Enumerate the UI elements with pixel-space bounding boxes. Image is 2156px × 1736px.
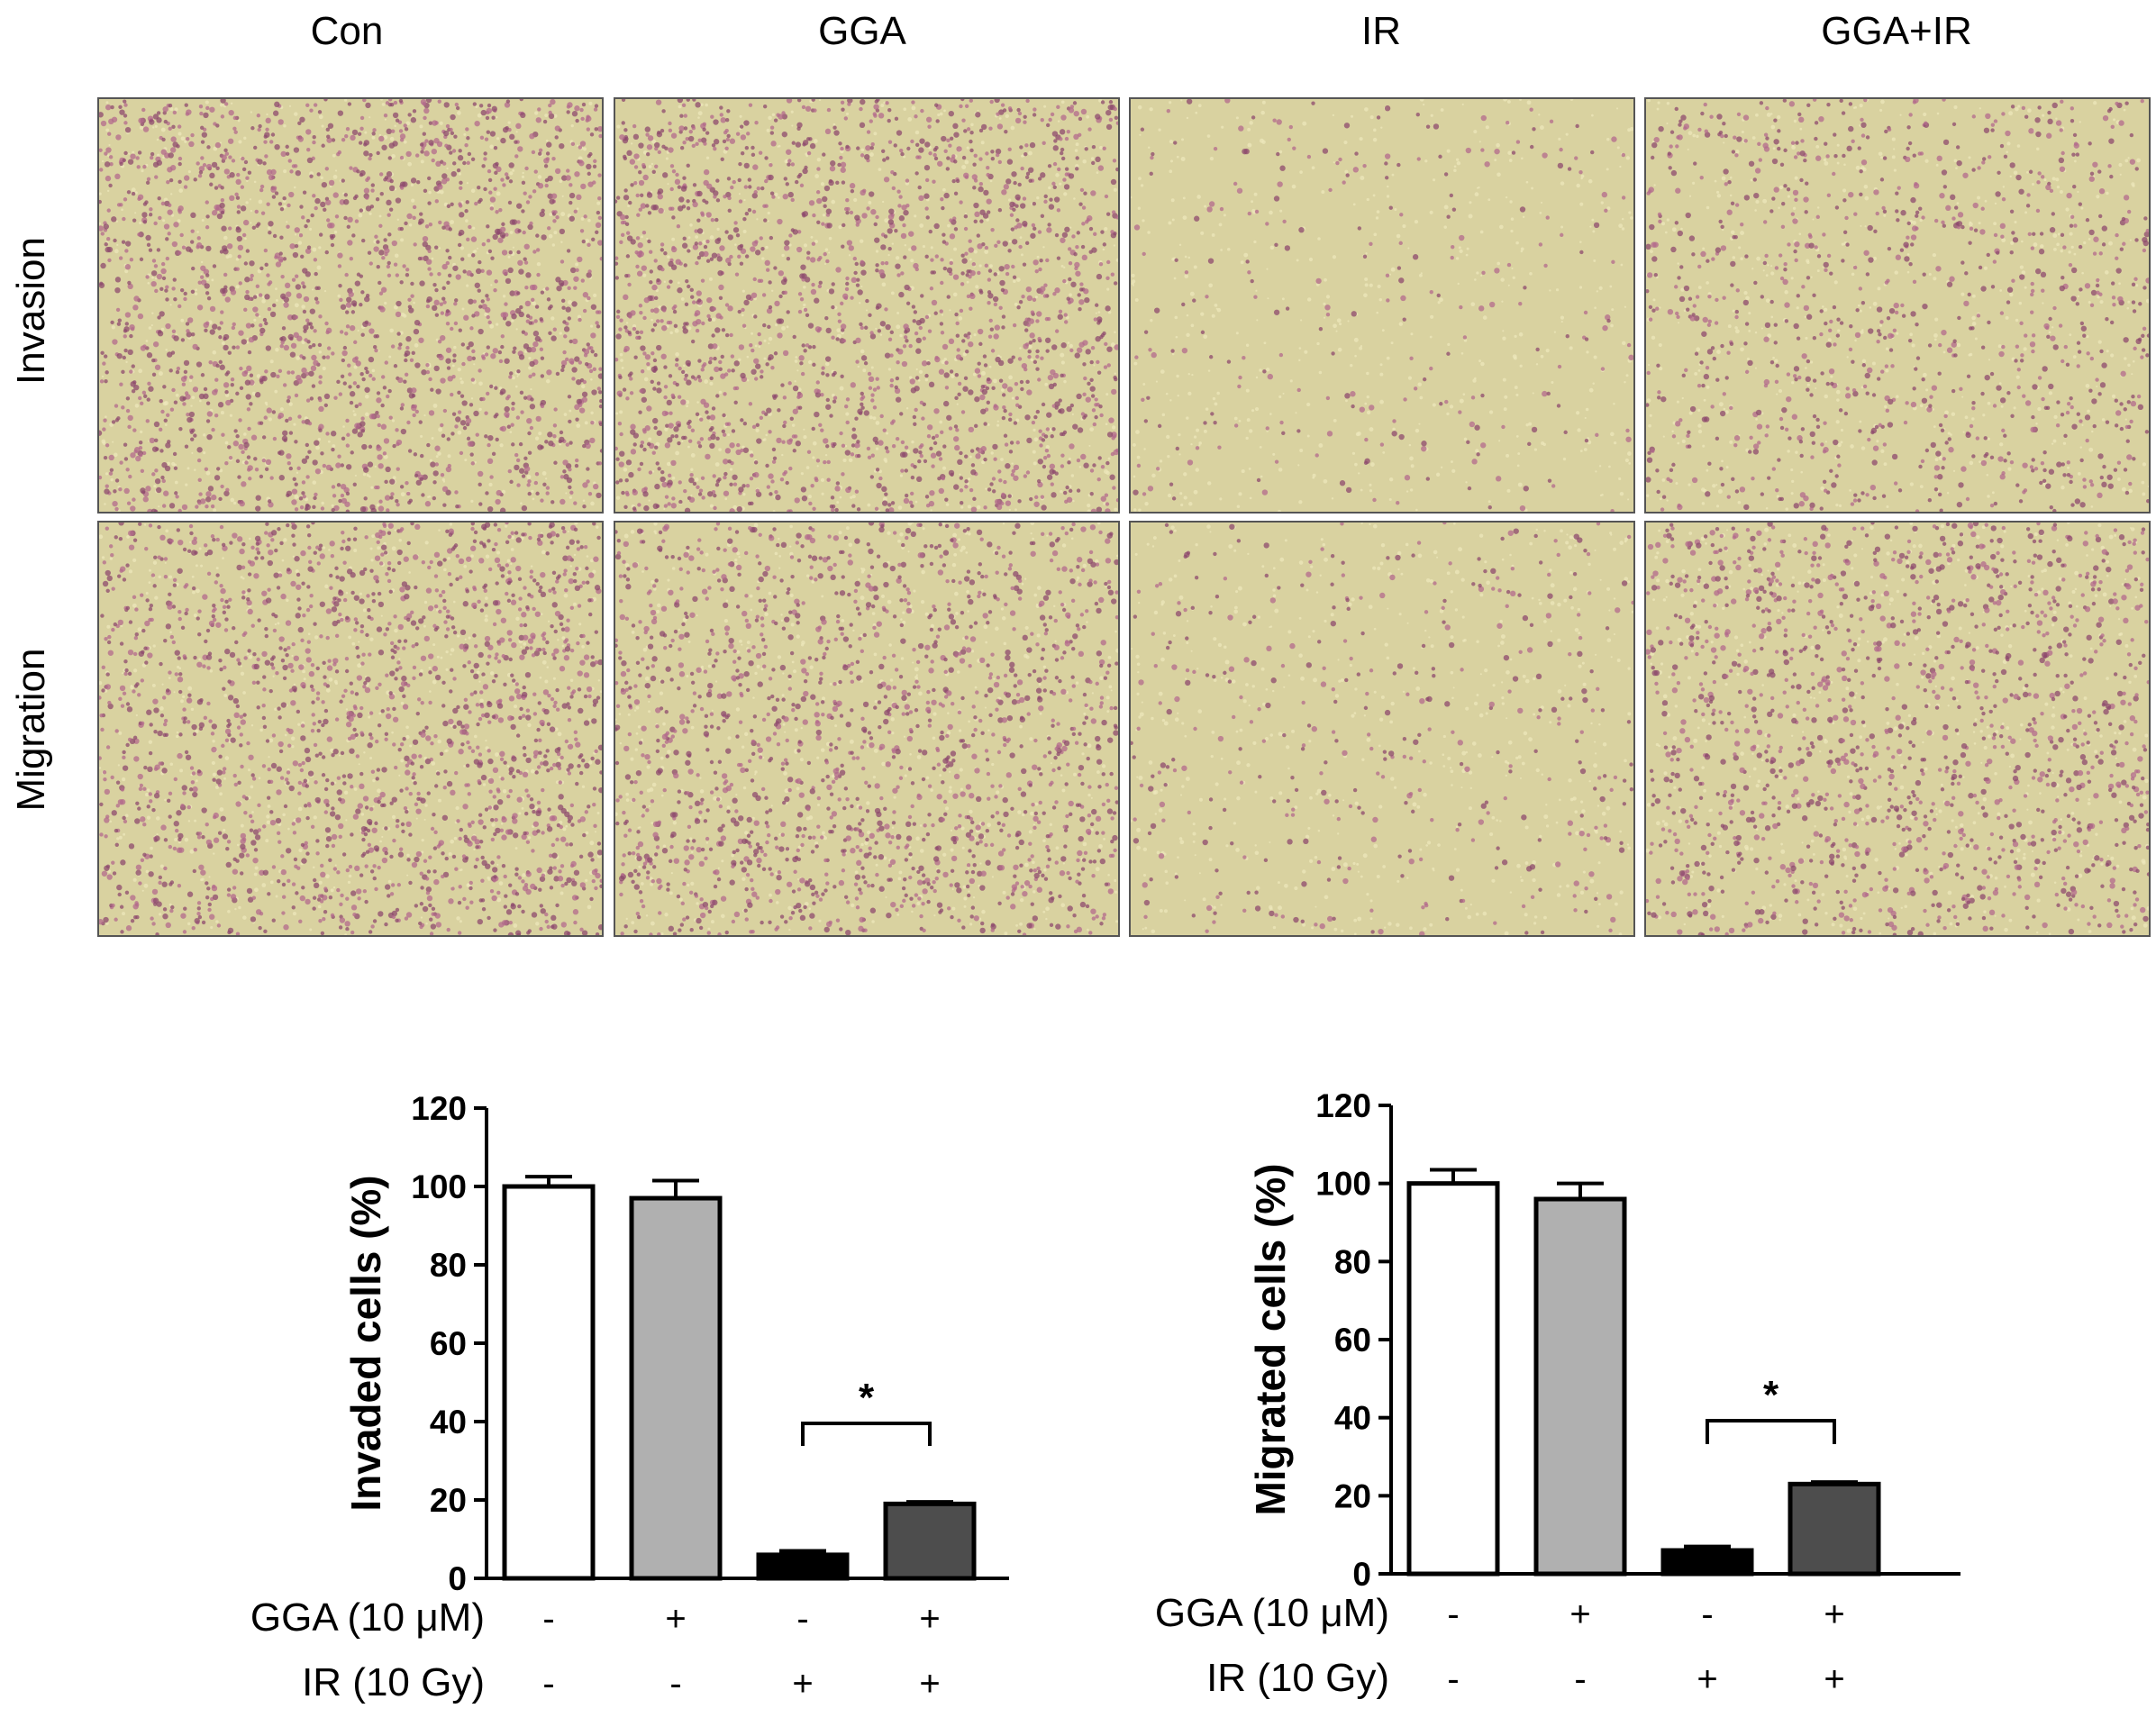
y-tick-label: 40 [430, 1404, 467, 1441]
condition-mark: + [792, 1664, 813, 1704]
column-label-ir: IR [1201, 9, 1561, 54]
micrograph-migration-gga-ir [1644, 521, 2151, 937]
column-label-con: Con [167, 9, 527, 54]
micrograph-invasion-gga-ir [1644, 97, 2151, 514]
significance-star: * [1763, 1373, 1779, 1417]
y-tick-label: 80 [1334, 1243, 1371, 1280]
y-tick-label: 20 [1334, 1477, 1371, 1514]
bar-1 [632, 1198, 720, 1578]
y-tick-label: 100 [411, 1168, 467, 1205]
micrograph-migration-ir [1129, 521, 1635, 937]
condition-mark: + [1697, 1659, 1717, 1699]
condition-label: GGA (10 μM) [1155, 1591, 1389, 1635]
bar-2 [759, 1555, 847, 1578]
condition-label: IR (10 Gy) [1206, 1656, 1389, 1700]
bar-2 [1663, 1550, 1751, 1574]
column-label-gga-ir: GGA+IR [1716, 9, 2077, 54]
y-tick-label: 120 [1315, 1087, 1371, 1124]
y-tick-label: 40 [1334, 1400, 1371, 1437]
condition-mark: + [1824, 1659, 1844, 1699]
column-label-gga: GGA [682, 9, 1042, 54]
micrograph-migration-con [97, 521, 604, 937]
significance-bracket [1707, 1421, 1834, 1444]
migrated-cells-chart: 0 20 40 60 80 100 120 Migrated cells (%) * GGA (1… [1078, 1045, 2156, 1731]
micrograph-migration-gga [614, 521, 1120, 937]
chart-1-plot: 0 20 40 60 80 100 120 Migrated cells (%) * GGA (1… [1155, 1087, 1960, 1700]
y-axis-label: Migrated cells (%) [1247, 1163, 1294, 1515]
condition-mark: - [1447, 1659, 1459, 1699]
y-tick-label: 60 [430, 1325, 467, 1362]
chart-0-plot: 0 20 40 60 80 100 120 Invaded cells (%) * GGA (10… [250, 1090, 1009, 1704]
bar-0 [505, 1186, 593, 1578]
condition-mark: + [1824, 1595, 1844, 1634]
y-tick-label: 120 [411, 1090, 467, 1127]
condition-label: GGA (10 μM) [250, 1595, 485, 1640]
y-tick-label: 60 [1334, 1322, 1371, 1359]
condition-mark: - [796, 1599, 808, 1639]
condition-mark: - [669, 1664, 681, 1704]
condition-mark: + [919, 1599, 940, 1639]
significance-star: * [859, 1376, 875, 1420]
y-axis-label: Invaded cells (%) [342, 1175, 389, 1511]
micrograph-invasion-gga [614, 97, 1120, 514]
y-tick-label: 0 [1352, 1556, 1371, 1593]
condition-mark: - [1574, 1659, 1586, 1699]
y-tick-label: 100 [1315, 1166, 1371, 1203]
significance-bracket [803, 1423, 930, 1446]
condition-mark: - [542, 1664, 554, 1704]
bar-3 [886, 1504, 974, 1578]
y-tick-label: 80 [430, 1247, 467, 1284]
condition-mark: - [542, 1599, 554, 1639]
condition-mark: + [1569, 1595, 1590, 1634]
bar-3 [1790, 1484, 1879, 1574]
invaded-cells-chart: 0 20 40 60 80 100 120 Invaded cells (%) * GGA (10… [0, 1045, 1078, 1731]
micrograph-invasion-con [97, 97, 604, 514]
condition-label: IR (10 Gy) [302, 1660, 485, 1704]
bar-0 [1409, 1184, 1497, 1574]
row-label-invasion: Invasion [9, 167, 54, 455]
row-label-migration: Migration [9, 586, 54, 874]
condition-mark: - [1701, 1595, 1713, 1634]
condition-mark: + [919, 1664, 940, 1704]
y-tick-label: 20 [430, 1482, 467, 1519]
condition-mark: + [665, 1599, 686, 1639]
micrograph-invasion-ir [1129, 97, 1635, 514]
condition-mark: - [1447, 1595, 1459, 1634]
y-tick-label: 0 [448, 1560, 467, 1597]
bar-1 [1536, 1199, 1624, 1574]
